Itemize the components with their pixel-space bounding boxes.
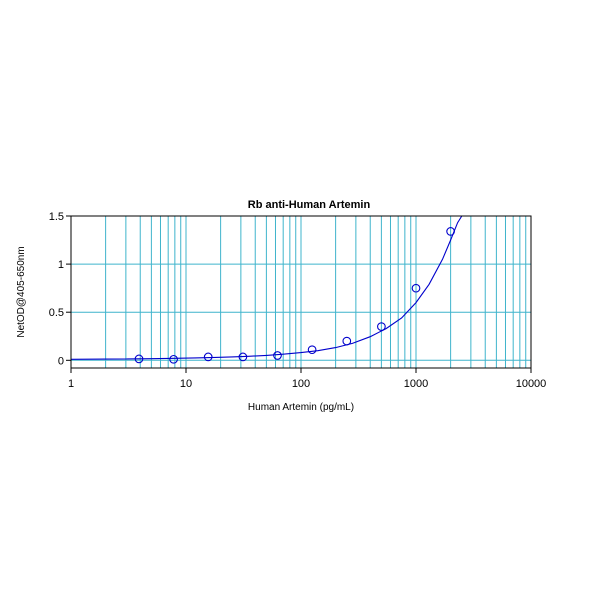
x-axis-label: Human Artemin (pg/mL) xyxy=(248,402,354,413)
x-tick-label: 10000 xyxy=(516,378,547,390)
data-point xyxy=(342,336,352,346)
x-tick-label: 10 xyxy=(180,378,192,390)
data-point xyxy=(203,352,213,362)
data-point xyxy=(238,352,248,362)
fit-curve-line xyxy=(70,215,463,360)
y-axis-label: NetOD@405-650nm xyxy=(16,246,27,337)
data-point xyxy=(134,354,144,364)
data-point xyxy=(307,345,317,355)
x-tick-label: 1 xyxy=(68,378,74,390)
data-point xyxy=(377,322,386,331)
data-points xyxy=(134,227,455,364)
y-tick-label: 1 xyxy=(58,259,64,271)
y-tick-labels: 0 0.5 1 1.5 xyxy=(49,211,64,367)
data-point xyxy=(411,283,421,293)
data-point xyxy=(446,227,455,236)
fit-curve xyxy=(70,215,463,360)
y-tick-label: 1.5 xyxy=(49,211,64,223)
data-point xyxy=(169,354,178,364)
y-tick-label: 0 xyxy=(58,355,64,367)
x-tick-labels: 1 10 100 1000 10000 xyxy=(68,378,546,390)
chart-title: Rb anti-Human Artemin xyxy=(248,199,371,211)
x-tick-label: 100 xyxy=(292,378,310,390)
axis-ticks xyxy=(66,215,532,373)
y-tick-label: 0.5 xyxy=(49,307,64,319)
x-tick-label: 1000 xyxy=(404,378,428,390)
data-point xyxy=(273,351,282,360)
